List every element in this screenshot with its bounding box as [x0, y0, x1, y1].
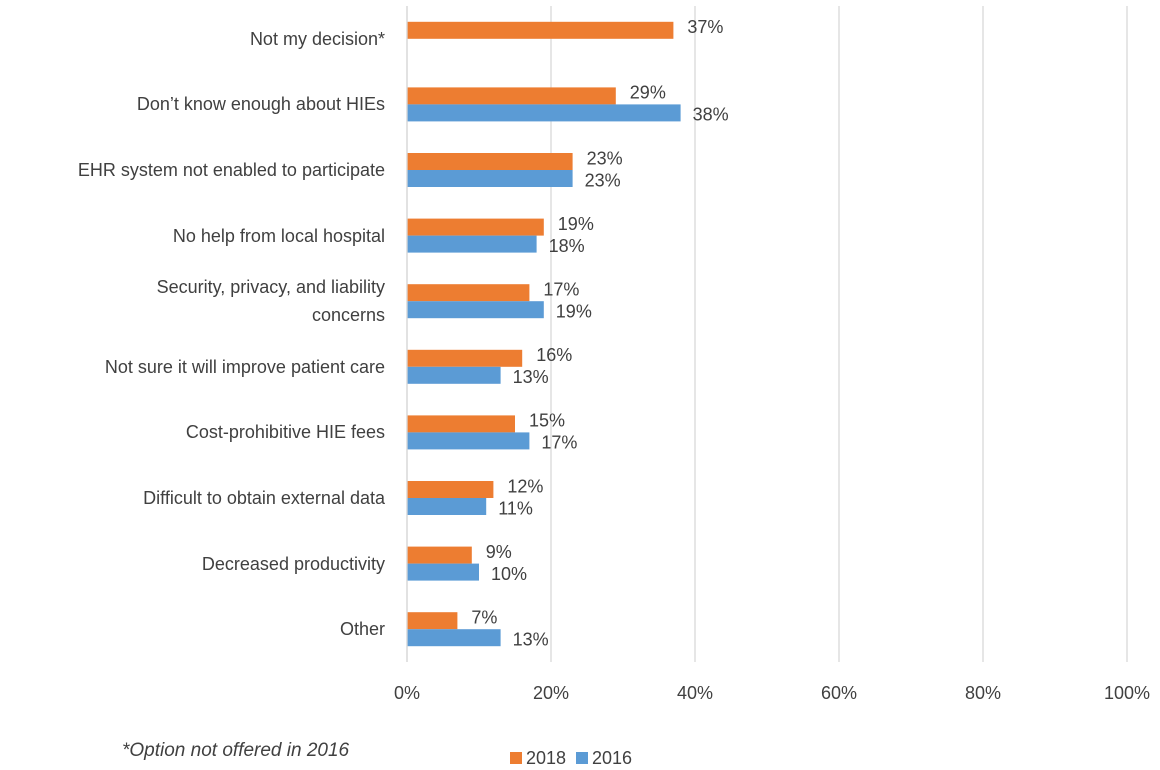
value-label: 18%	[549, 236, 585, 256]
category-label: Difficult to obtain external data	[143, 488, 385, 508]
value-label: 12%	[507, 476, 543, 496]
value-label: 9%	[486, 542, 512, 562]
value-label: 38%	[693, 105, 729, 125]
bar	[407, 301, 544, 319]
bar	[407, 104, 681, 122]
value-label: 15%	[529, 411, 565, 431]
x-tick-label: 80%	[965, 683, 1001, 703]
bar	[407, 21, 674, 39]
legend-swatch	[576, 752, 588, 764]
category-label: Not my decision*	[249, 28, 385, 49]
category-label: Security, privacy, and liability concern…	[156, 277, 385, 326]
category-label: Decreased productivity	[201, 553, 385, 574]
category-label: Not sure it will improve patient care	[104, 356, 385, 377]
x-tick-label: 60%	[821, 683, 857, 703]
x-tick-label: 20%	[533, 683, 569, 703]
category-label: EHR system not enabled to participate	[77, 160, 385, 180]
value-label: 13%	[513, 367, 549, 387]
bar	[407, 415, 515, 433]
bar	[407, 629, 501, 647]
bar	[407, 481, 494, 498]
value-label: 17%	[543, 279, 579, 299]
footnote: *Option not offered in 2016	[122, 740, 350, 761]
bar	[407, 612, 458, 630]
value-label: 17%	[541, 433, 577, 453]
category-label: Other	[339, 619, 385, 640]
bar	[407, 546, 472, 564]
bar	[407, 432, 530, 450]
value-label: 19%	[556, 301, 592, 321]
value-label: 37%	[687, 17, 723, 37]
bar	[407, 284, 530, 302]
value-label: 23%	[587, 148, 623, 168]
bar	[407, 153, 573, 170]
bar	[407, 235, 537, 253]
value-label: 19%	[558, 214, 594, 234]
category-label: Cost-prohibitive HIE fees	[185, 422, 385, 443]
x-tick-label: 0%	[394, 683, 420, 703]
bar	[407, 87, 616, 105]
bar	[407, 218, 544, 236]
bar	[407, 366, 501, 384]
value-label: 7%	[471, 607, 497, 627]
value-label: 13%	[513, 629, 549, 649]
bar	[407, 170, 573, 187]
legend-label: 2018	[526, 748, 566, 768]
legend-swatch	[510, 752, 522, 764]
x-tick-label: 40%	[677, 683, 713, 703]
legend-label: 2016	[592, 748, 632, 768]
value-label: 23%	[585, 170, 621, 190]
bar	[407, 563, 479, 581]
value-label: 10%	[491, 564, 527, 584]
category-label: No help from local hospital	[172, 225, 385, 246]
value-label: 11%	[498, 498, 533, 518]
bar	[407, 349, 523, 367]
category-label: Don’t know enough about HIEs	[136, 94, 385, 115]
value-label: 29%	[630, 83, 666, 103]
x-tick-label: 100%	[1104, 683, 1150, 703]
bar	[407, 498, 487, 515]
value-label: 16%	[536, 345, 572, 365]
